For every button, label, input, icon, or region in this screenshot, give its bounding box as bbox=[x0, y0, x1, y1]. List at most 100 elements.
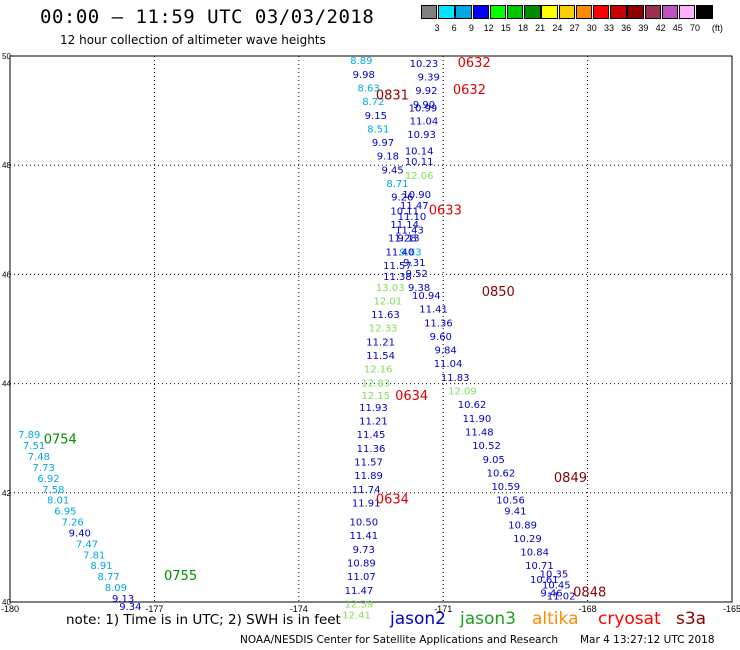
wave-height-label: 8.63 bbox=[357, 83, 379, 94]
wave-height-label: 9.90 bbox=[413, 100, 435, 111]
wave-height-label: 9.15 bbox=[365, 111, 387, 122]
wave-height-label: 9.83 bbox=[399, 247, 421, 258]
wave-height-label: 9.92 bbox=[415, 86, 437, 97]
wave-height-label: 9.31 bbox=[403, 258, 425, 269]
wave-height-label: 11.04 bbox=[434, 359, 463, 370]
wave-height-label: 11.21 bbox=[359, 417, 388, 428]
legend-swatch bbox=[696, 5, 713, 19]
lon-tick-label: -168 bbox=[579, 604, 597, 614]
wave-height-label: 7.26 bbox=[61, 518, 83, 529]
wave-height-label: 8.89 bbox=[350, 56, 372, 67]
lon-tick-label: -177 bbox=[145, 604, 163, 614]
pass-time-label: 0850 bbox=[482, 285, 515, 300]
pass-time-label: 0634 bbox=[376, 493, 409, 508]
wave-height-label: 9.13 bbox=[112, 594, 134, 605]
legend-label: 12 bbox=[483, 23, 494, 33]
pass-time-label: 0632 bbox=[458, 56, 491, 71]
legend-swatch bbox=[421, 5, 438, 19]
pass-time-label: 0755 bbox=[164, 569, 197, 584]
lat-tick-label: 44 bbox=[2, 380, 11, 389]
wave-height-label: 10.45 bbox=[542, 580, 571, 591]
legend-swatch bbox=[644, 5, 661, 19]
wave-height-label: 11.89 bbox=[354, 471, 383, 482]
wave-height-label: 11.43 bbox=[395, 225, 424, 236]
wave-height-label: 9.05 bbox=[483, 455, 505, 466]
lat-tick-label: 42 bbox=[2, 489, 11, 498]
wave-height-label: 10.11 bbox=[405, 157, 434, 168]
wave-height-label: 12.33 bbox=[369, 324, 398, 335]
wave-height-label: 10.56 bbox=[496, 496, 525, 507]
wave-height-label: 10.52 bbox=[472, 441, 501, 452]
wave-height-label: 12.83 bbox=[361, 378, 390, 389]
legend-label: 30 bbox=[586, 23, 597, 33]
wave-height-label: 7.73 bbox=[33, 463, 55, 474]
wave-height-label: 8.01 bbox=[47, 496, 69, 507]
lon-tick-label: -165 bbox=[723, 604, 740, 614]
legend-altika: altika bbox=[532, 609, 579, 629]
wave-height-label: 9.41 bbox=[504, 507, 526, 518]
legend-swatch bbox=[489, 5, 507, 19]
legend-label: 42 bbox=[655, 23, 666, 33]
wave-height-label: 10.90 bbox=[402, 190, 431, 201]
wave-height-label: 7.58 bbox=[42, 485, 64, 496]
legend-jason2: jason2 bbox=[390, 609, 446, 629]
legend-s3a: s3a bbox=[676, 609, 707, 629]
legend-label: 15 bbox=[500, 23, 511, 33]
wave-height-label: 12.39 bbox=[345, 599, 374, 610]
legend-label: 33 bbox=[603, 23, 614, 33]
legend-swatch bbox=[593, 5, 610, 19]
legend-label: 6 bbox=[451, 23, 457, 33]
wave-height-label: 11.74 bbox=[352, 485, 381, 496]
wave-height-label: 8.72 bbox=[362, 97, 384, 108]
legend-label: 18 bbox=[517, 23, 528, 33]
wave-height-label: 10.89 bbox=[347, 559, 376, 570]
legend-label: 21 bbox=[535, 23, 546, 33]
legend-swatch bbox=[472, 5, 489, 19]
wave-height-label: 12.15 bbox=[361, 391, 390, 402]
wave-height-label: 10.89 bbox=[508, 520, 537, 531]
legend-label: 36 bbox=[621, 23, 632, 33]
wave-height-label: 7.47 bbox=[76, 539, 98, 550]
wave-height-label: 11.02 bbox=[547, 591, 576, 602]
pass-time-label: 0831 bbox=[376, 89, 409, 104]
wave-height-label: 11.91 bbox=[352, 498, 381, 509]
wave-height-label: 11.45 bbox=[357, 430, 386, 441]
wave-height-label: 9.18 bbox=[377, 152, 399, 163]
wave-height-label: 11.07 bbox=[347, 572, 376, 583]
wave-height-label: 12.06 bbox=[405, 171, 434, 182]
wave-height-label: 11.41 bbox=[419, 305, 448, 316]
lat-tick-label: 40 bbox=[2, 598, 11, 607]
wave-height-label: 11.54 bbox=[366, 351, 395, 362]
legend-swatch bbox=[524, 5, 541, 19]
wave-height-label: 10.23 bbox=[410, 59, 439, 70]
legend-label: 39 bbox=[638, 23, 649, 33]
legend-swatch bbox=[438, 5, 455, 19]
pass-time-label: 0754 bbox=[44, 433, 77, 448]
wave-height-label: 9.34 bbox=[119, 602, 141, 613]
wave-height-label: 8.91 bbox=[90, 561, 112, 572]
wave-height-label: 7.89 bbox=[18, 430, 40, 441]
legend-swatch bbox=[661, 5, 679, 19]
legend-label: 27 bbox=[569, 23, 580, 33]
pass-time-label: 0634 bbox=[395, 389, 428, 404]
wave-height-label: 10.62 bbox=[487, 468, 516, 479]
wave-height-label: 11.21 bbox=[366, 337, 395, 348]
wave-height-label: 8.77 bbox=[98, 572, 120, 583]
wave-height-label: 7.51 bbox=[23, 441, 45, 452]
wave-height-label: 7.81 bbox=[83, 550, 105, 561]
wave-height-label: 8.71 bbox=[386, 179, 408, 190]
wave-height-label: 9.73 bbox=[353, 545, 375, 556]
wave-height-label: 9.38 bbox=[408, 283, 430, 294]
wave-height-label: 10.93 bbox=[407, 130, 436, 141]
wave-height-label: 11.36 bbox=[424, 318, 453, 329]
wave-height-label: 11.41 bbox=[349, 531, 378, 542]
wave-height-label: 11.57 bbox=[383, 261, 412, 272]
wave-height-label: 9.98 bbox=[353, 70, 375, 81]
wave-height-label: 11.48 bbox=[465, 427, 494, 438]
wave-height-label: 12.01 bbox=[374, 296, 403, 307]
legend-swatch bbox=[627, 5, 644, 19]
footer-note: note: 1) Time is in UTC; 2) SWH is in fe… bbox=[66, 612, 341, 628]
legend-swatch bbox=[610, 5, 627, 19]
wave-height-label: 6.92 bbox=[37, 474, 59, 485]
wave-height-label: 11.57 bbox=[354, 458, 383, 469]
